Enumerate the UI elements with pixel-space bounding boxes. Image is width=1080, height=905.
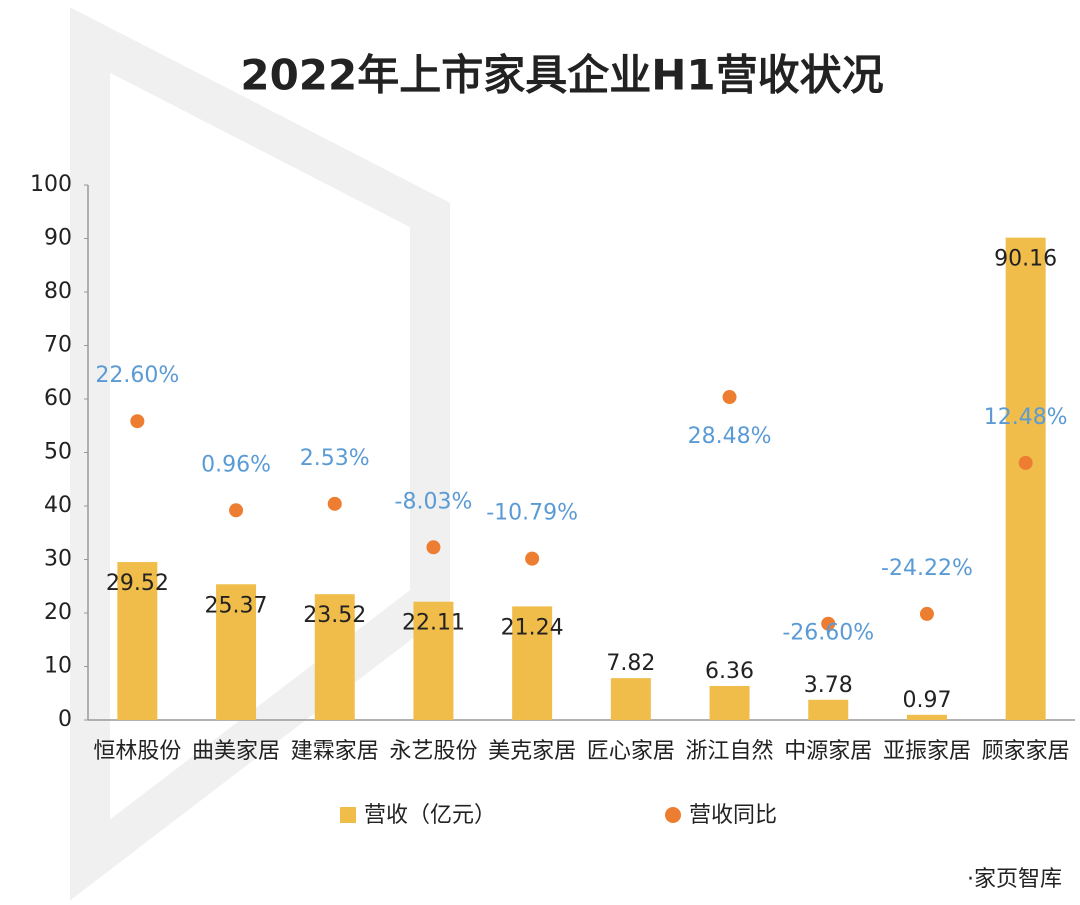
growth-dot [722, 390, 737, 405]
legend-swatch [665, 807, 681, 823]
growth-label: 12.48% [984, 405, 1068, 430]
legend-label: 营收（亿元） [364, 803, 496, 828]
growth-label: 0.96% [201, 452, 271, 477]
y-tick-label: 40 [44, 493, 72, 518]
legend-label: 营收同比 [689, 803, 777, 828]
bar-value-label: 21.24 [501, 615, 564, 640]
bar-value-label: 23.52 [303, 603, 366, 628]
bar-value-label: 0.97 [902, 688, 951, 713]
bar-value-label: 6.36 [705, 659, 754, 684]
growth-label: -26.60% [782, 621, 874, 646]
growth-dot [426, 540, 441, 555]
growth-label: -8.03% [395, 489, 473, 514]
x-tick-label: 匠心家居 [587, 739, 675, 764]
bar [216, 584, 257, 720]
growth-label: -24.22% [881, 556, 973, 581]
bar [314, 594, 355, 720]
x-tick-label: 建霖家居 [291, 739, 379, 764]
y-tick-label: 80 [44, 279, 72, 304]
bar-value-label: 29.52 [106, 571, 169, 596]
watermark-shape [70, 7, 450, 901]
growth-dot [327, 496, 342, 511]
bar [413, 601, 454, 720]
x-tick-label: 顾家家居 [982, 739, 1070, 764]
growth-dot [130, 414, 145, 429]
growth-label: 28.48% [688, 424, 772, 449]
y-tick-label: 0 [58, 707, 72, 732]
y-tick-label: 10 [44, 654, 72, 679]
growth-dot [919, 606, 934, 621]
y-tick-label: 50 [44, 440, 72, 465]
bar [512, 606, 553, 720]
x-tick-label: 亚振家居 [883, 739, 971, 764]
growth-dot [525, 551, 540, 566]
y-tick-label: 30 [44, 547, 72, 572]
y-tick-label: 100 [30, 172, 72, 197]
chart-title: 2022年上市家具企业H1营收状况 [240, 51, 883, 100]
bar-value-label: 22.11 [402, 611, 465, 636]
growth-label: 22.60% [95, 363, 179, 388]
x-tick-label: 恒林股份 [93, 739, 181, 764]
x-tick-label: 永艺股份 [389, 739, 477, 764]
source: ·家页智库 [967, 867, 1062, 892]
watermark [70, 7, 450, 901]
bar [709, 685, 750, 720]
bar [808, 699, 849, 720]
bar [1005, 237, 1046, 721]
growth-dot [821, 616, 836, 631]
bar-value-label: 90.16 [994, 247, 1057, 272]
bar [117, 562, 158, 720]
bar-value-label: 3.78 [804, 673, 853, 698]
y-tick-label: 20 [44, 600, 72, 625]
growth-label: -10.79% [486, 501, 578, 526]
growth-dot [229, 503, 244, 518]
x-tick-label: 中源家居 [784, 739, 872, 764]
bar [610, 678, 651, 720]
y-tick-label: 90 [44, 226, 72, 251]
bar-value-label: 7.82 [606, 651, 655, 676]
bar [906, 714, 947, 720]
growth-label: 2.53% [300, 446, 370, 471]
legend-swatch [340, 807, 356, 823]
x-tick-label: 浙江自然 [686, 739, 774, 764]
x-tick-label: 曲美家居 [192, 739, 280, 764]
bar-value-label: 25.37 [205, 593, 268, 618]
y-tick-label: 60 [44, 386, 72, 411]
growth-dot [1018, 455, 1033, 470]
y-tick-label: 70 [44, 333, 72, 358]
x-tick-label: 美克家居 [488, 739, 576, 764]
